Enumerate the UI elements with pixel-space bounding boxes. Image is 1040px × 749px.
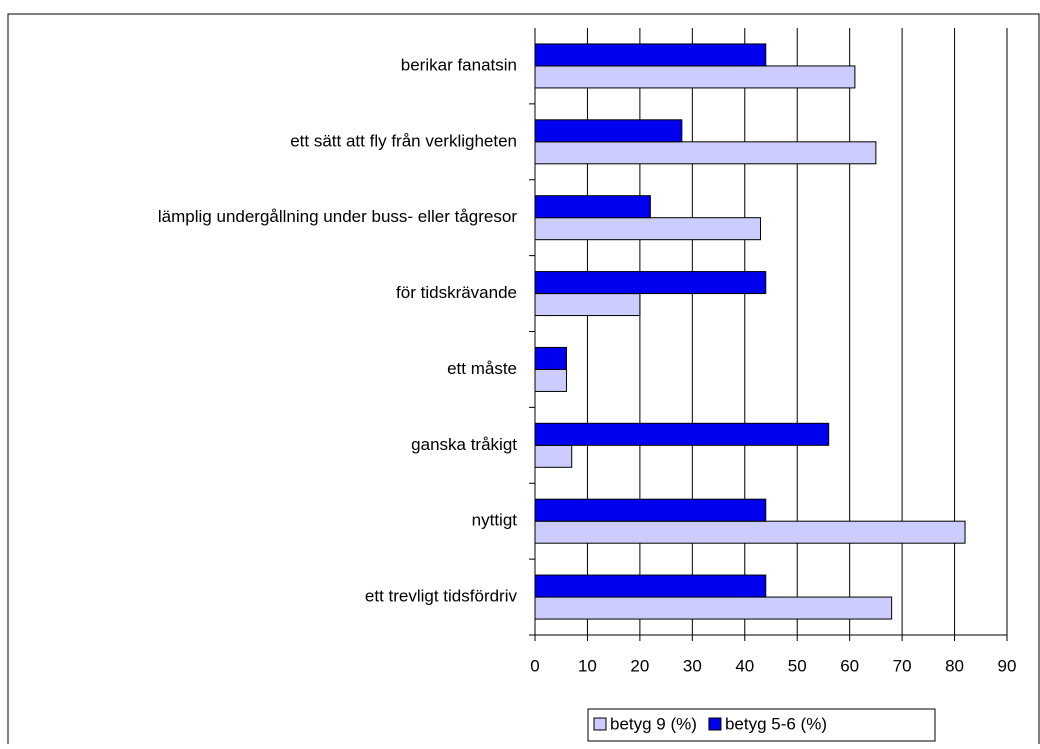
bar (534, 43, 767, 67)
legend-box (587, 708, 936, 742)
x-tick-label: 20 (630, 656, 649, 675)
x-tick-label: 70 (893, 656, 912, 675)
y-tick-label: för tidskrävande (396, 283, 517, 302)
y-tick-label: ett sätt att fly från verkligheten (290, 131, 517, 150)
bar (534, 596, 893, 620)
y-tick-label: ett måste (447, 359, 517, 378)
y-tick-label: ett trevligt tidsfördriv (365, 587, 518, 606)
bar (534, 574, 767, 598)
bar (534, 368, 567, 392)
x-tick-label: 10 (578, 656, 597, 675)
bar (534, 422, 830, 446)
bar (534, 195, 651, 219)
x-tick-label: 30 (683, 656, 702, 675)
bar (534, 444, 573, 468)
y-tick-label: berikar fanatsin (401, 55, 517, 74)
bar (534, 65, 856, 89)
legend-swatch (593, 717, 607, 731)
x-tick-label: 60 (840, 656, 859, 675)
bar (534, 293, 641, 317)
bar (534, 119, 683, 143)
bar (534, 141, 877, 165)
bar (534, 271, 767, 295)
bar (534, 520, 966, 544)
legend-label: betyg 9 (%) (610, 714, 697, 733)
x-tick-label: 90 (998, 656, 1017, 675)
bar (534, 346, 567, 370)
x-tick-label: 50 (788, 656, 807, 675)
y-tick-label: lämplig undergållning under buss- eller … (158, 207, 517, 226)
x-tick-label: 80 (945, 656, 964, 675)
x-tick-label: 0 (530, 656, 539, 675)
legend-label: betyg 5-6 (%) (725, 714, 827, 733)
y-tick-label: nyttigt (472, 511, 518, 530)
legend-swatch (708, 717, 722, 731)
bar (534, 498, 767, 522)
chart-border (7, 13, 1040, 749)
bar (534, 217, 762, 241)
y-tick-label: ganska tråkigt (411, 435, 517, 454)
x-tick-label: 40 (735, 656, 754, 675)
